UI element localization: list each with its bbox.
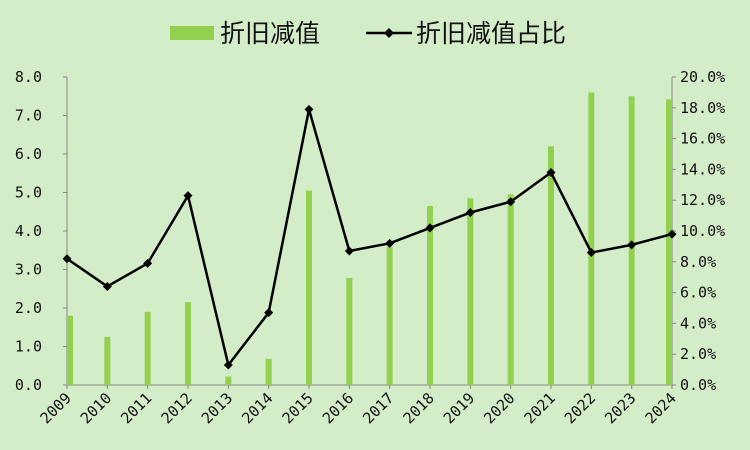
line-point [102,281,112,291]
axes [63,76,676,389]
x-tick-label: 2012 [158,389,196,427]
x-tick-label: 2016 [319,389,357,427]
y-right-tick-label: 12.0% [680,191,725,209]
x-tick-label: 2011 [117,389,155,427]
line-point [264,308,274,318]
y-right-tick-label: 8.0% [680,253,716,271]
bar [386,247,393,385]
x-tick-label: 2018 [400,389,438,427]
x-tick-label: 2020 [480,389,518,427]
y-right-tick-label: 18.0% [680,99,725,117]
x-tick-label: 2021 [521,389,559,427]
line-point [183,191,193,201]
y-left-tick-label: 2.0 [15,299,42,317]
y-left-tick-label: 1.0 [15,338,42,356]
x-tick-label: 2022 [561,389,599,427]
y-right-tick-label: 0.0% [680,376,716,394]
y-left-tick-label: 4.0 [15,222,42,240]
x-tick-label: 2014 [238,389,276,427]
y-left-tick-label: 7.0 [15,107,42,125]
legend-label-bar: 折旧减值 [220,19,320,48]
line-point [546,167,556,177]
line-series [62,104,677,370]
legend-swatch-marker [384,28,394,38]
legend: 折旧减值 折旧减值占比 [170,19,566,48]
y-right-tick-label: 2.0% [680,345,716,363]
line-point [385,238,395,248]
line-point [506,197,516,207]
y-left-tick-label: 0.0 [15,376,42,394]
bar [144,311,151,385]
bar [548,146,554,385]
bar [265,358,272,385]
line-point [465,208,475,218]
line-point [223,360,233,370]
bar [67,315,73,385]
y-right-tick-label: 16.0% [680,130,725,148]
bar [104,336,111,385]
bar [427,205,433,385]
line-point [344,246,354,256]
x-tick-label: 2013 [198,389,236,427]
line-point [586,248,596,258]
series-line [66,108,673,367]
line-point [304,104,314,114]
bar [346,277,353,385]
line-point [62,254,72,264]
x-tick-label: 2010 [77,389,115,427]
bar-series [67,92,672,386]
bar [225,376,232,385]
x-tick-label: 2023 [601,389,639,427]
y-right-tick-label: 10.0% [680,222,725,240]
x-tick-label: 2019 [440,389,478,427]
legend-label-line: 折旧减值占比 [416,19,566,48]
line-point [627,240,637,250]
line-point [667,229,677,239]
x-tick-label: 2017 [359,389,397,427]
y-right-tick-label: 6.0% [680,284,716,302]
bar [666,99,672,385]
bar [467,198,474,385]
y-left-tick-label: 6.0 [15,145,42,163]
y-left-tick-label: 3.0 [15,261,42,279]
y-right-tick-label: 14.0% [680,160,725,178]
y-right-tick-label: 4.0% [680,314,716,332]
line-point [143,258,153,268]
x-tick-label: 2015 [279,389,317,427]
legend-swatch-bar [170,26,214,40]
y-right-tick-label: 20.0% [680,68,725,86]
bar [588,92,595,386]
y-left-tick-label: 5.0 [15,184,42,202]
x-tick-label: 2024 [642,389,680,427]
y-left-tick-label: 8.0 [15,68,42,86]
bar [185,302,191,385]
x-tick-label: 2009 [37,389,75,427]
bar [306,190,312,385]
line-point [425,223,435,233]
bar [507,194,514,385]
